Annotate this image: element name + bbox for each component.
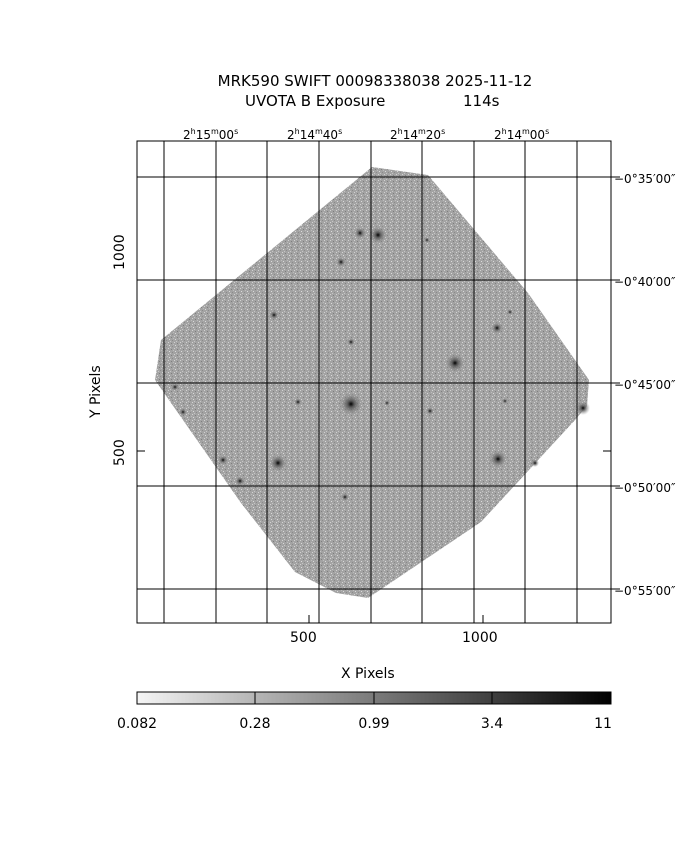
x-tick-label: 500 [290,630,317,646]
title-target: MRK590 [217,72,280,90]
ra-tick-label: 2h14m40s [287,127,343,142]
dec-tick-label: −0°55′00″ [614,584,676,598]
ra-tick-label: 2h14m00s [494,127,550,142]
point-sources [171,226,590,501]
title-date: 2025-11-12 [445,72,533,90]
plot-frame [136,140,620,624]
x-tick-label: 1000 [462,630,498,646]
colorbar-tick-label: 3.4 [480,716,504,732]
ra-tick-label: 2h14m20s [390,127,446,142]
title-instrument: UVOTA B Exposure [245,92,386,110]
title-exposure: 114s [463,92,500,110]
plot-title: MRK590 SWIFT 00098338038 2025-11-12 [0,73,680,89]
colorbar-tick-label: 0.082 [116,716,158,732]
colorbar-tick-label: 11 [594,716,612,732]
colorbar-tick-label: 0.99 [358,716,390,732]
dec-tick-label: −0°45′00″ [614,378,676,392]
dec-tick-label: −0°40′00″ [614,275,676,289]
wcs-grid [137,141,611,623]
dec-tick-label: −0°35′00″ [614,172,676,186]
colorbar-tick-label: 0.28 [239,716,271,732]
x-axis-label: X Pixels [341,666,395,682]
title-obsid: 00098338038 [335,72,441,90]
title-mission: SWIFT [284,72,331,90]
dec-tick-label: −0°50′00″ [614,481,676,495]
ra-tick-label: 2h15m00s [183,127,239,142]
